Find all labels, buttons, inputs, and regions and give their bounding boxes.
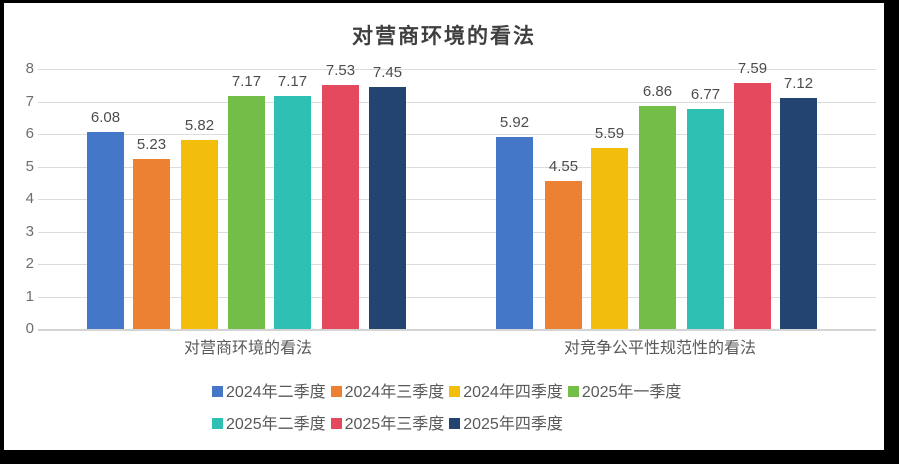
legend-item: 2024年三季度 [330,383,445,403]
bar [274,96,311,329]
legend-swatch [330,386,342,398]
category-label-competition-fairness: 对竞争公平性规范性的看法 [563,340,756,357]
y-gridline [38,102,876,103]
legend-row: 2024年二季度 2024年三季度 2024年四季度 2025年一季度 [212,383,686,403]
bar [87,132,124,329]
data-label: 7.59 [737,60,768,77]
y-gridline [38,232,876,233]
bar [322,85,359,329]
chart-canvas: 对营商环境的看法 0 1 2 3 4 5 6 7 8 6.08 5.92 5.23 4.55 5.82 5.… [4,3,884,450]
y-gridline [38,134,876,135]
legend-swatch [449,386,461,398]
bar [133,159,170,329]
legend-swatch [212,386,223,398]
y-axis-tick-label: 4 [25,190,34,207]
legend-label: 2024年四季度 [463,384,563,401]
bar [734,83,771,329]
y-gridline [38,69,876,70]
data-label: 6.08 [90,109,121,126]
data-label: 5.59 [594,125,625,142]
bar [228,96,265,329]
y-axis-tick-label: 0 [25,320,34,337]
legend-item: 2025年四季度 [449,415,563,435]
data-label: 4.55 [548,158,579,175]
x-axis-line [38,329,876,331]
data-label: 5.23 [136,136,167,153]
legend-item: 2024年二季度 [212,383,326,403]
bar [591,148,628,329]
y-axis-tick-label: 1 [25,288,34,305]
data-label: 5.92 [499,114,530,131]
y-axis-tick-label: 3 [25,223,34,240]
data-label: 7.45 [372,64,403,81]
y-gridline [38,264,876,265]
bar [639,106,676,329]
legend-label: 2025年二季度 [226,416,326,433]
y-axis-tick-label: 8 [25,60,34,77]
legend-item: 2025年三季度 [330,415,445,435]
y-gridline [38,167,876,168]
legend-label: 2024年二季度 [226,384,326,401]
category-label-business-environment: 对营商环境的看法 [183,340,312,357]
bar [780,98,817,329]
legend-row: 2025年二季度 2025年三季度 2025年四季度 [212,415,568,435]
y-gridline [38,297,876,298]
data-label: 5.82 [184,117,215,134]
data-label: 7.12 [783,75,814,92]
legend-label: 2025年三季度 [344,416,445,433]
legend-item: 2025年二季度 [212,415,326,435]
legend-swatch [330,418,342,430]
y-gridline [38,199,876,200]
legend-swatch [212,418,223,430]
bar [545,181,582,329]
bar [496,137,533,329]
legend-swatch [567,386,579,398]
y-axis-tick-label: 7 [25,93,34,110]
legend-label: 2024年三季度 [344,384,445,401]
bar [369,87,406,329]
data-label: 6.86 [642,83,673,100]
legend-swatch [449,418,461,430]
data-label: 7.17 [231,73,262,90]
bar [687,109,724,329]
legend-item: 2025年一季度 [567,383,682,403]
data-label: 6.77 [690,86,721,103]
legend-item: 2024年四季度 [449,383,563,403]
legend-label: 2025年四季度 [463,416,563,433]
data-label: 7.17 [277,73,308,90]
bar [181,140,218,329]
legend-label: 2025年一季度 [581,384,682,401]
y-axis-tick-label: 2 [25,255,34,272]
chart-title: 对营商环境的看法 [352,24,536,48]
data-label: 7.53 [325,62,356,79]
y-axis-tick-label: 5 [25,158,34,175]
y-axis-tick-label: 6 [25,125,34,142]
